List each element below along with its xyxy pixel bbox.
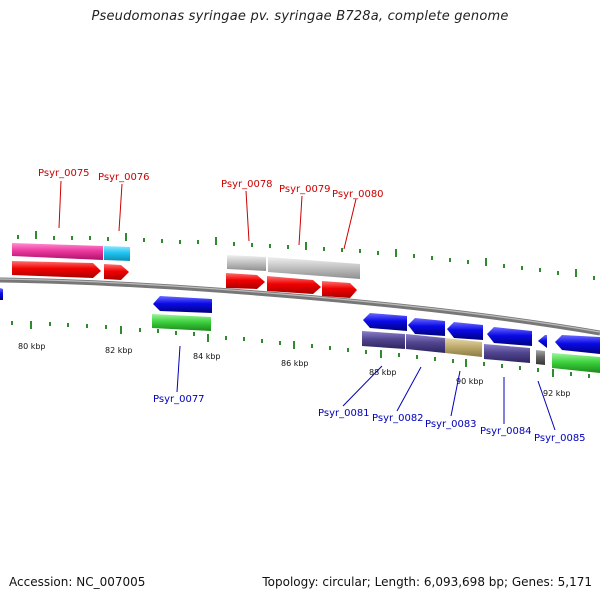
gene-bar-psyr-0083[interactable] (445, 338, 482, 357)
upper-gene-bars (12, 243, 360, 279)
kbp-label: 86 kbp (281, 359, 309, 368)
gene-bar-psyr-0077[interactable] (152, 314, 211, 331)
cds-arrow-psyr-0075[interactable] (12, 261, 101, 278)
genome-backbone (0, 277, 600, 336)
gene-label-psyr-0075[interactable]: Psyr_0075 (38, 168, 90, 179)
cds-arrow-psyr-0078[interactable] (226, 273, 265, 289)
gene-label-psyr-0076[interactable]: Psyr_0076 (98, 172, 150, 183)
lower-tick-track (11, 321, 590, 378)
gene-bar-psyr-0081[interactable] (362, 331, 405, 349)
gene-label-psyr-0080[interactable]: Psyr_0080 (332, 189, 384, 200)
cds-arrow-psyr-0083[interactable] (447, 322, 483, 340)
gene-label-psyr-0079[interactable]: Psyr_0079 (279, 184, 331, 195)
gene-label-psyr-0081[interactable]: Psyr_0081 (318, 408, 370, 419)
genome-title: Pseudomonas syringae pv. syringae B728a,… (91, 9, 509, 24)
kbp-label: 88 kbp (369, 368, 397, 377)
cds-arrow-psyr-0077[interactable] (153, 296, 212, 313)
kbp-label: 80 kbp (18, 342, 46, 351)
lower-gene-bars (0, 288, 600, 373)
gene-label-psyr-0082[interactable]: Psyr_0082 (372, 413, 424, 424)
kbp-label: 92 kbp (543, 389, 571, 398)
kbp-label: 90 kbp (456, 377, 484, 386)
upper-leaders (58, 180, 357, 250)
lower-leaders (176, 345, 556, 431)
gene-label-psyr-0085[interactable]: Psyr_0085 (534, 433, 586, 444)
accession-text: Accession: NC_007005 (9, 575, 146, 589)
upper-cds-arrows (12, 261, 357, 298)
genome-backbone-highlight (0, 278, 600, 333)
cds-arrow-psyr-0081[interactable] (363, 313, 407, 331)
kbp-label: 84 kbp (193, 352, 221, 361)
gene-bar-psyr-0084[interactable] (484, 344, 530, 363)
gene-label-psyr-0083[interactable]: Psyr_0083 (425, 419, 477, 430)
gene-label-psyr-0084[interactable]: Psyr_0084 (480, 426, 532, 437)
cds-arrow-psyr-0084[interactable] (487, 327, 532, 346)
cds-arrow-psyr-0082[interactable] (408, 318, 445, 336)
cds-arrow-psyr-0079[interactable] (267, 276, 321, 294)
cds-arrow-right-edge[interactable] (555, 335, 600, 354)
gene-bar-psyr-0079[interactable] (268, 257, 360, 279)
kbp-label: 82 kbp (105, 346, 133, 355)
cds-arrow-psyr-0080[interactable] (322, 281, 357, 298)
gene-bar-psyr-0076[interactable] (104, 246, 130, 261)
gene-bar-psyr-0085[interactable] (536, 350, 545, 365)
gene-bar-psyr-0078[interactable] (227, 255, 266, 271)
topology-text: Topology: circular; Length: 6,093,698 bp… (262, 575, 592, 589)
upper-tick-track (17, 231, 595, 280)
cds-arrow-psyr-0085[interactable] (538, 335, 547, 348)
gene-bar-psyr-0082[interactable] (406, 334, 445, 353)
gene-label-psyr-0078[interactable]: Psyr_0078 (221, 179, 273, 190)
cds-arrow-left-edge[interactable] (0, 288, 3, 300)
cds-arrow-psyr-0076[interactable] (104, 264, 129, 280)
gene-label-psyr-0077[interactable]: Psyr_0077 (153, 394, 205, 405)
gene-bar-psyr-0075[interactable] (12, 243, 103, 260)
gene-bar-right-edge[interactable] (552, 353, 600, 373)
